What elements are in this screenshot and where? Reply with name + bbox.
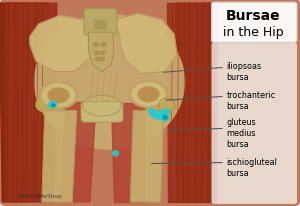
Text: ischiogluteal
bursa: ischiogluteal bursa	[226, 157, 278, 177]
Polygon shape	[130, 111, 164, 202]
Text: in the Hip: in the Hip	[223, 26, 284, 39]
Ellipse shape	[160, 114, 169, 121]
Ellipse shape	[163, 116, 167, 120]
FancyBboxPatch shape	[84, 9, 117, 36]
Circle shape	[95, 58, 100, 61]
Circle shape	[100, 52, 105, 55]
Ellipse shape	[112, 151, 118, 156]
Text: Bursae: Bursae	[226, 9, 281, 23]
Ellipse shape	[34, 15, 184, 149]
Ellipse shape	[94, 21, 106, 23]
FancyBboxPatch shape	[212, 3, 297, 43]
Ellipse shape	[36, 98, 51, 112]
Circle shape	[39, 82, 78, 109]
Ellipse shape	[82, 96, 122, 116]
Polygon shape	[60, 103, 96, 202]
Text: trochanteric
bursa: trochanteric bursa	[226, 91, 276, 111]
Ellipse shape	[48, 102, 57, 108]
Circle shape	[129, 81, 168, 108]
Circle shape	[48, 89, 69, 103]
Text: gluteus
medius
bursa: gluteus medius bursa	[226, 117, 256, 148]
Circle shape	[42, 84, 75, 107]
Ellipse shape	[52, 104, 55, 107]
Text: ©MendMeShop: ©MendMeShop	[16, 192, 62, 198]
Polygon shape	[176, 4, 190, 202]
Ellipse shape	[94, 28, 106, 30]
FancyBboxPatch shape	[212, 43, 297, 204]
Circle shape	[101, 44, 106, 47]
Polygon shape	[202, 4, 217, 202]
Polygon shape	[31, 4, 48, 202]
Polygon shape	[0, 4, 19, 202]
Circle shape	[94, 44, 98, 47]
Ellipse shape	[158, 99, 175, 113]
Wedge shape	[148, 108, 170, 115]
Polygon shape	[6, 4, 48, 202]
Polygon shape	[88, 33, 114, 72]
Circle shape	[100, 58, 104, 61]
Polygon shape	[21, 4, 39, 202]
Polygon shape	[114, 14, 177, 74]
Text: iliopsoas
bursa: iliopsoas bursa	[226, 62, 262, 82]
Polygon shape	[42, 111, 76, 202]
Polygon shape	[11, 4, 29, 202]
Polygon shape	[40, 4, 57, 202]
Polygon shape	[167, 4, 216, 202]
Ellipse shape	[94, 25, 106, 27]
Circle shape	[94, 52, 99, 55]
Circle shape	[138, 88, 159, 102]
FancyBboxPatch shape	[81, 102, 123, 123]
Polygon shape	[194, 4, 209, 202]
Polygon shape	[30, 16, 96, 72]
Polygon shape	[111, 103, 144, 202]
Circle shape	[132, 83, 165, 106]
Polygon shape	[185, 4, 199, 202]
